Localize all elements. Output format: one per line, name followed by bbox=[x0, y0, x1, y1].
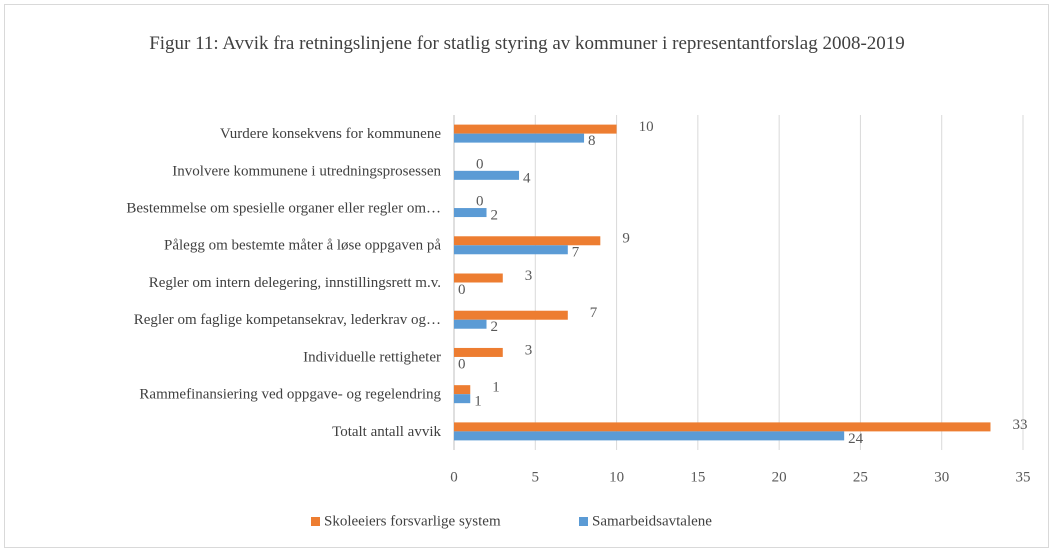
y-tick-label: Vurdere konsekvens for kommunene bbox=[220, 126, 441, 142]
y-tick-label: Individuelle rettigheter bbox=[303, 349, 441, 365]
x-tick-label: 35 bbox=[1016, 469, 1031, 485]
data-label: 4 bbox=[523, 170, 531, 186]
legend-swatch bbox=[311, 517, 320, 526]
x-tick-label: 30 bbox=[934, 469, 949, 485]
data-label: 10 bbox=[639, 119, 654, 135]
data-label: 33 bbox=[1012, 417, 1027, 433]
data-label: 0 bbox=[476, 193, 484, 209]
bar bbox=[454, 208, 487, 218]
data-label: 3 bbox=[525, 342, 533, 358]
x-tick-label: 0 bbox=[450, 469, 458, 485]
bar bbox=[454, 133, 585, 143]
bar bbox=[454, 431, 845, 441]
bar bbox=[454, 273, 503, 283]
legend-swatch bbox=[579, 517, 588, 526]
legend-label: Samarbeidsavtalene bbox=[592, 513, 712, 529]
y-tick-label: Involvere kommunene i utredningsprosesse… bbox=[172, 163, 441, 179]
chart-title: Figur 11: Avvik fra retningslinjene for … bbox=[149, 33, 905, 54]
y-tick-label: Regler om intern delegering, innstilling… bbox=[149, 275, 441, 291]
x-tick-label: 25 bbox=[853, 469, 868, 485]
y-tick-label: Regler om faglige kompetansekrav, lederk… bbox=[134, 312, 441, 328]
bar bbox=[454, 245, 568, 255]
data-label: 2 bbox=[491, 207, 499, 223]
y-tick-label: Bestemmelse om spesielle organer eller r… bbox=[126, 200, 441, 216]
data-label: 8 bbox=[588, 133, 596, 149]
x-tick-label: 15 bbox=[690, 469, 705, 485]
data-label: 2 bbox=[491, 319, 499, 335]
data-label: 0 bbox=[476, 156, 484, 172]
x-tick-label: 10 bbox=[609, 469, 624, 485]
y-tick-label: Totalt antall avvik bbox=[332, 424, 441, 440]
bar bbox=[454, 319, 487, 329]
x-tick-label: 20 bbox=[772, 469, 787, 485]
data-label: 7 bbox=[572, 245, 580, 261]
data-label: 3 bbox=[525, 268, 533, 284]
data-label: 1 bbox=[492, 380, 500, 396]
legend-label: Skoleeiers forsvarlige system bbox=[324, 513, 501, 529]
data-label: 24 bbox=[848, 431, 864, 447]
bar bbox=[454, 385, 471, 395]
data-label: 0 bbox=[458, 282, 466, 298]
bar bbox=[454, 236, 601, 246]
bar bbox=[454, 422, 991, 432]
data-label: 9 bbox=[622, 231, 630, 247]
data-label: 0 bbox=[458, 356, 466, 372]
bar bbox=[454, 347, 503, 357]
bar bbox=[454, 310, 568, 320]
bar bbox=[454, 394, 471, 404]
data-label: 1 bbox=[474, 394, 482, 410]
bar bbox=[454, 170, 520, 180]
data-label: 7 bbox=[590, 305, 598, 321]
x-tick-label: 5 bbox=[532, 469, 540, 485]
bar bbox=[454, 124, 617, 134]
y-tick-label: Pålegg om bestemte måter å løse oppgaven… bbox=[164, 238, 441, 254]
y-tick-label: Rammefinansiering ved oppgave- og regele… bbox=[139, 387, 441, 403]
chart-frame bbox=[4, 4, 1049, 548]
